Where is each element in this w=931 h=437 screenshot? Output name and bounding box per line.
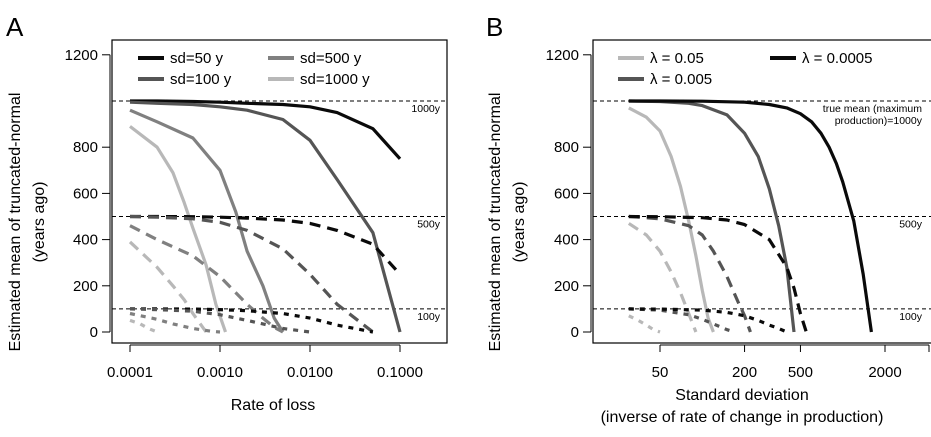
series-line-500-5	[628, 214, 808, 333]
series-line-1000-0	[628, 106, 715, 333]
series-line-100-6	[628, 314, 661, 334]
x-tick-label: 200	[732, 364, 757, 381]
reference-label-1000: 1000y	[411, 103, 440, 115]
panel-letter-b: B	[486, 12, 503, 42]
reference-label-500: 500y	[899, 219, 923, 231]
y-tick-label: 400	[73, 232, 98, 249]
x-tick-label: 50	[652, 364, 669, 381]
legend-label: sd=500 y	[300, 50, 362, 67]
y-axis-title-b-line1: Estimated mean of truncated-normal	[487, 93, 504, 352]
series-line-100-11	[129, 318, 158, 334]
series-line-500-6	[129, 224, 284, 334]
series-line-1000-2	[129, 108, 285, 333]
x-tick-label: 500	[788, 364, 813, 381]
y-tick-label: 600	[73, 185, 98, 202]
x-tick-label: 0.0100	[287, 364, 333, 381]
y-axis-b: 0 200 400 600 800 1200	[546, 47, 592, 341]
x-axis-a: 0.0001 0.0010 0.0100 0.1000	[107, 344, 423, 381]
y-tick-label: 0	[90, 324, 98, 341]
y-tick-label: 200	[554, 278, 579, 295]
x-tick-label: 0.0010	[197, 364, 243, 381]
y-tick-label: 600	[554, 185, 579, 202]
plot-frame-b	[592, 39, 931, 344]
y-tick-label: 1200	[546, 47, 579, 64]
series-lines-a	[128, 99, 402, 334]
series-line-500-3	[627, 222, 698, 333]
legend-label: sd=50 y	[170, 50, 223, 67]
reference-lines-a: 1000y 500y 100y	[112, 100, 447, 323]
panel-b: B Estimated mean of truncated-normal (ye…	[486, 12, 931, 426]
series-line-500-4	[628, 214, 752, 333]
reference-label-100: 100y	[899, 311, 923, 323]
panel-a: A Estimated mean of truncated-normal (ye…	[6, 12, 448, 414]
series-line-100-7	[628, 307, 736, 334]
y-tick-label: 800	[73, 139, 98, 156]
reference-label-1000: production)=1000y	[835, 115, 923, 127]
series-line-1000-0	[130, 99, 402, 160]
legend-label: λ = 0.005	[650, 71, 712, 88]
legend-label: λ = 0.0005	[802, 50, 872, 67]
x-axis-title-b-line1: Standard deviation	[675, 387, 808, 404]
legend-a: sd=50 y sd=100 y sd=500 y sd=1000 y	[138, 50, 370, 88]
y-axis-title-a-line2: (years ago)	[31, 182, 48, 263]
reference-label-100: 100y	[417, 311, 441, 323]
series-line-100-8	[130, 307, 374, 334]
series-line-100-9	[129, 307, 311, 334]
y-axis-title-a-line1: Estimated mean of truncated-normal	[7, 93, 24, 352]
reference-label-500: 500y	[417, 219, 441, 231]
series-line-100-8	[628, 307, 788, 334]
x-axis-b: 50 200 500 2000	[652, 344, 930, 381]
y-tick-label: 0	[571, 324, 579, 341]
legend-label: sd=100 y	[170, 71, 232, 88]
y-tick-label: 200	[73, 278, 98, 295]
x-tick-label: 2000	[868, 364, 901, 381]
panel-letter-a: A	[6, 12, 24, 42]
legend-label: sd=1000 y	[300, 71, 370, 88]
y-axis-title-b-line2: (years ago)	[511, 182, 528, 263]
series-lines-b	[627, 99, 873, 334]
series-line-1000-3	[129, 125, 228, 333]
series-line-1000-1	[628, 99, 796, 333]
series-line-500-5	[129, 214, 374, 334]
legend-label: λ = 0.05	[650, 50, 704, 67]
series-line-1000-2	[628, 99, 873, 333]
x-tick-label: 0.0001	[107, 364, 153, 381]
x-axis-title-b-line2: (inverse of rate of change in production…	[601, 409, 884, 426]
legend-b: λ = 0.05 λ = 0.0005 λ = 0.005	[618, 50, 872, 88]
x-axis-title-a: Rate of loss	[231, 397, 315, 414]
series-line-500-7	[128, 240, 208, 333]
y-tick-label: 800	[554, 139, 579, 156]
series-line-1000-1	[129, 100, 402, 333]
x-tick-label: 0.1000	[377, 364, 423, 381]
y-tick-label: 400	[554, 232, 579, 249]
plot-frame-a	[111, 39, 448, 344]
reference-label-1000: true mean (maximum	[823, 103, 922, 115]
series-line-100-10	[129, 311, 221, 334]
y-tick-label: 1200	[65, 47, 98, 64]
y-axis-a: 0 200 400 600 800 1200	[65, 47, 111, 341]
